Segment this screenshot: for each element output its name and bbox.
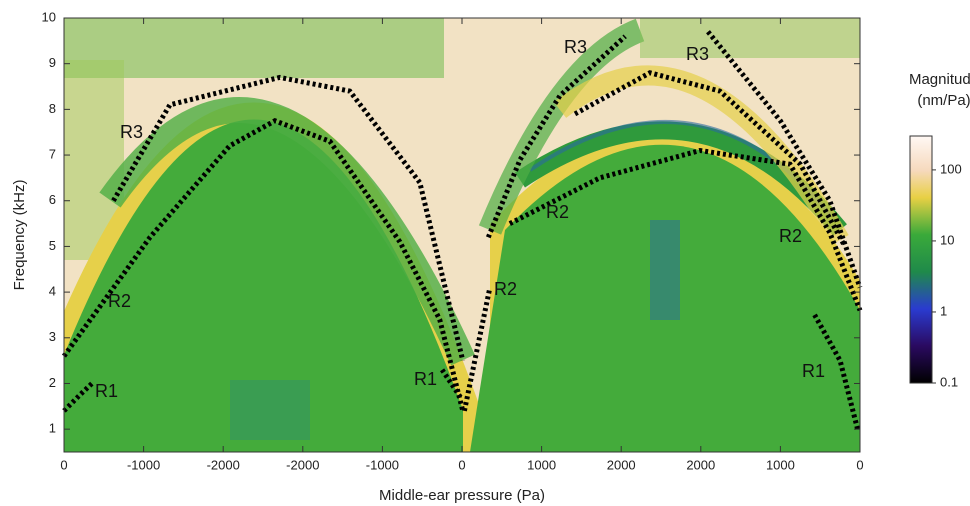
x-tick-label: 1000: [527, 457, 556, 472]
colorbar-tick-label: 100: [940, 161, 962, 176]
colorbar-tick-label: 0.1: [940, 374, 958, 389]
x-tick-label: 2000: [607, 457, 636, 472]
resonance-curve: [706, 30, 863, 289]
annotation: R2: [546, 202, 569, 222]
y-tick-label: 7: [49, 146, 56, 161]
colorbar: [909, 135, 933, 384]
x-tick-label: -2000: [286, 457, 319, 472]
y-tick-label: 9: [49, 55, 56, 70]
resonance-curve: [111, 74, 466, 362]
annotation: R2: [494, 279, 517, 299]
heatmap: [64, 18, 860, 452]
annotation: R2: [108, 291, 131, 311]
colorbar-tick-label: 10: [940, 232, 954, 247]
x-tick-label: 0: [458, 457, 465, 472]
x-tick-label: 0: [60, 457, 67, 472]
y-tick-label: 5: [49, 238, 56, 253]
y-tick-label: 2: [49, 375, 56, 390]
resonance-curve: [485, 34, 627, 239]
x-tick-label: 1000: [766, 457, 795, 472]
colorbar-title: Magnitude: [909, 71, 970, 88]
y-tick-label: 6: [49, 192, 56, 207]
y-tick-label: 10: [42, 9, 56, 24]
annotation: R1: [95, 381, 118, 401]
x-tick-label: -1000: [366, 457, 399, 472]
curves: [61, 30, 863, 430]
annotation: R1: [414, 369, 437, 389]
resonance-curve: [62, 381, 94, 413]
y-tick-label: 8: [49, 101, 56, 116]
y-tick-label: 3: [49, 329, 56, 344]
y-tick-label: 1: [49, 421, 56, 436]
colorbar-tick-label: 1: [940, 303, 947, 318]
annotation: R1: [802, 361, 825, 381]
resonance-curve: [61, 118, 466, 412]
x-axis-label: Middle-ear pressure (Pa): [379, 487, 545, 504]
y-tick-label: 4: [49, 284, 56, 299]
annotation: R3: [564, 37, 587, 57]
x-tick-label: -2000: [207, 457, 240, 472]
resonance-curve: [573, 70, 848, 248]
colorbar-title: (nm/Pa): [917, 92, 970, 109]
annotation: R2: [779, 226, 802, 246]
x-tick-label: 2000: [686, 457, 715, 472]
annotations: R1 R2 R3 R1 R2 R3 R3 R2 R2 R1: [95, 37, 825, 401]
resonance-curve: [508, 147, 863, 312]
annotation: R3: [120, 122, 143, 142]
y-axis-label: Frequency (kHz): [11, 180, 28, 291]
annotation: R3: [686, 44, 709, 64]
x-tick-label: 0: [856, 457, 863, 472]
x-tick-label: -1000: [127, 457, 160, 472]
